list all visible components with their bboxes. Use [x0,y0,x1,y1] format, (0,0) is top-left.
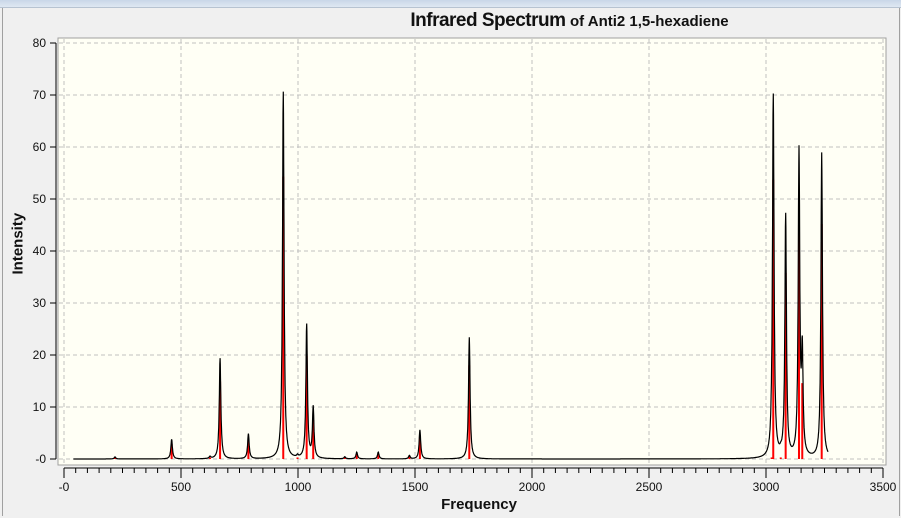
y-tick-label: 20 [33,348,47,362]
window-frame [2,8,900,516]
y-tick-label: 60 [33,140,47,154]
y-tick-label: 80 [33,36,47,50]
window-title-bar [0,0,901,8]
x-tick-label: 1000 [285,480,312,494]
y-tick-label: 50 [33,192,47,206]
x-tick-label: 3000 [753,480,780,494]
x-tick-label: 2500 [636,480,663,494]
y-tick-label: 40 [33,244,47,258]
x-tick-label: 2000 [519,480,546,494]
x-tick-label: -0 [59,480,70,494]
grid [59,39,885,464]
x-tick-label: 1500 [402,480,429,494]
chart-subtitle: of Anti2 1,5-hexadiene [569,13,729,30]
y-tick-label: -0 [35,452,46,466]
y-tick-label: 10 [33,400,47,414]
spectrum-line [73,91,829,460]
x-tick-label: 500 [171,480,191,494]
x-axis-label: Frequency [441,496,517,513]
x-axis: -0 500 1000 1500 2000 2500 3000 3500 [59,467,897,494]
y-tick-label: 30 [33,296,47,310]
chart-title-main: Infrared Spectrum [410,10,566,31]
x-tick-label: 3500 [870,480,897,494]
y-axis-label: Intensity [9,212,27,275]
y-tick-label: 70 [33,88,47,102]
chart-title: Infrared Spectrum of Anti2 1,5-hexadiene [0,10,901,32]
stick-series [114,176,823,459]
y-axis: -0 10 20 30 40 50 60 70 80 [33,36,57,466]
